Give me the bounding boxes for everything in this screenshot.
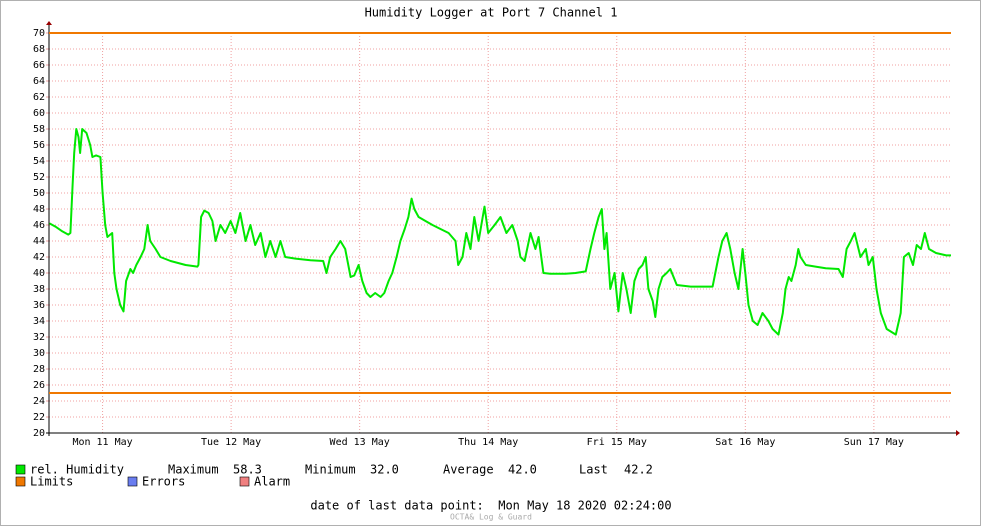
y-tick-label: 64 bbox=[33, 76, 45, 87]
stat-name: Last bbox=[579, 463, 608, 477]
y-tick-label: 30 bbox=[33, 348, 45, 359]
stat-value: 32.0 bbox=[370, 463, 399, 477]
legend-swatch bbox=[15, 464, 26, 475]
stat-value: 42.2 bbox=[624, 463, 653, 477]
y-tick-label: 36 bbox=[33, 300, 45, 311]
watermark: OCTA& Log & Guard bbox=[450, 513, 532, 522]
y-tick-label: 58 bbox=[33, 124, 45, 135]
legend-label: Limits bbox=[30, 475, 73, 489]
y-tick-label: 70 bbox=[33, 28, 45, 39]
y-tick-label: 20 bbox=[33, 428, 45, 439]
axis-arrow bbox=[956, 430, 960, 436]
x-tick-label: Mon 11 May bbox=[72, 437, 132, 448]
y-tick-label: 62 bbox=[33, 92, 45, 103]
y-tick-label: 52 bbox=[33, 172, 45, 183]
y-tick-label: 46 bbox=[33, 220, 45, 231]
x-tick-label: Sun 17 May bbox=[844, 437, 904, 448]
legend-label: Alarm bbox=[254, 475, 290, 489]
y-tick-label: 50 bbox=[33, 188, 45, 199]
legend-swatch bbox=[127, 476, 138, 487]
footer: date of last data point: Mon May 18 2020… bbox=[310, 499, 671, 513]
y-tick-label: 42 bbox=[33, 252, 45, 263]
axis-arrow bbox=[46, 21, 52, 25]
y-tick-label: 22 bbox=[33, 412, 45, 423]
legend-label: rel. Humidity bbox=[30, 463, 124, 477]
stat-value: 42.0 bbox=[508, 463, 537, 477]
y-tick-label: 26 bbox=[33, 380, 45, 391]
legend-label: Errors bbox=[142, 475, 185, 489]
y-tick-label: 32 bbox=[33, 332, 45, 343]
y-tick-label: 54 bbox=[33, 156, 45, 167]
y-tick-label: 44 bbox=[33, 236, 45, 247]
y-tick-label: 56 bbox=[33, 140, 45, 151]
y-tick-label: 34 bbox=[33, 316, 45, 327]
y-tick-label: 38 bbox=[33, 284, 45, 295]
y-tick-label: 66 bbox=[33, 60, 45, 71]
x-tick-label: Wed 13 May bbox=[330, 437, 390, 448]
chart-title: Humidity Logger at Port 7 Channel 1 bbox=[365, 6, 618, 20]
stat-name: Minimum bbox=[305, 463, 356, 477]
y-tick-label: 48 bbox=[33, 204, 45, 215]
y-tick-label: 40 bbox=[33, 268, 45, 279]
x-tick-label: Tue 12 May bbox=[201, 437, 261, 448]
y-tick-label: 28 bbox=[33, 364, 45, 375]
y-tick-label: 60 bbox=[33, 108, 45, 119]
x-tick-label: Sat 16 May bbox=[715, 437, 775, 448]
x-tick-label: Thu 14 May bbox=[458, 437, 518, 448]
stat-name: Maximum bbox=[168, 463, 219, 477]
legend-swatch bbox=[15, 476, 26, 487]
x-tick-label: Fri 15 May bbox=[587, 437, 647, 448]
legend-swatch bbox=[239, 476, 250, 487]
y-tick-label: 68 bbox=[33, 44, 45, 55]
data-line bbox=[49, 128, 951, 336]
stat-value: 58.3 bbox=[233, 463, 262, 477]
stat-name: Average bbox=[443, 463, 494, 477]
y-tick-label: 24 bbox=[33, 396, 45, 407]
